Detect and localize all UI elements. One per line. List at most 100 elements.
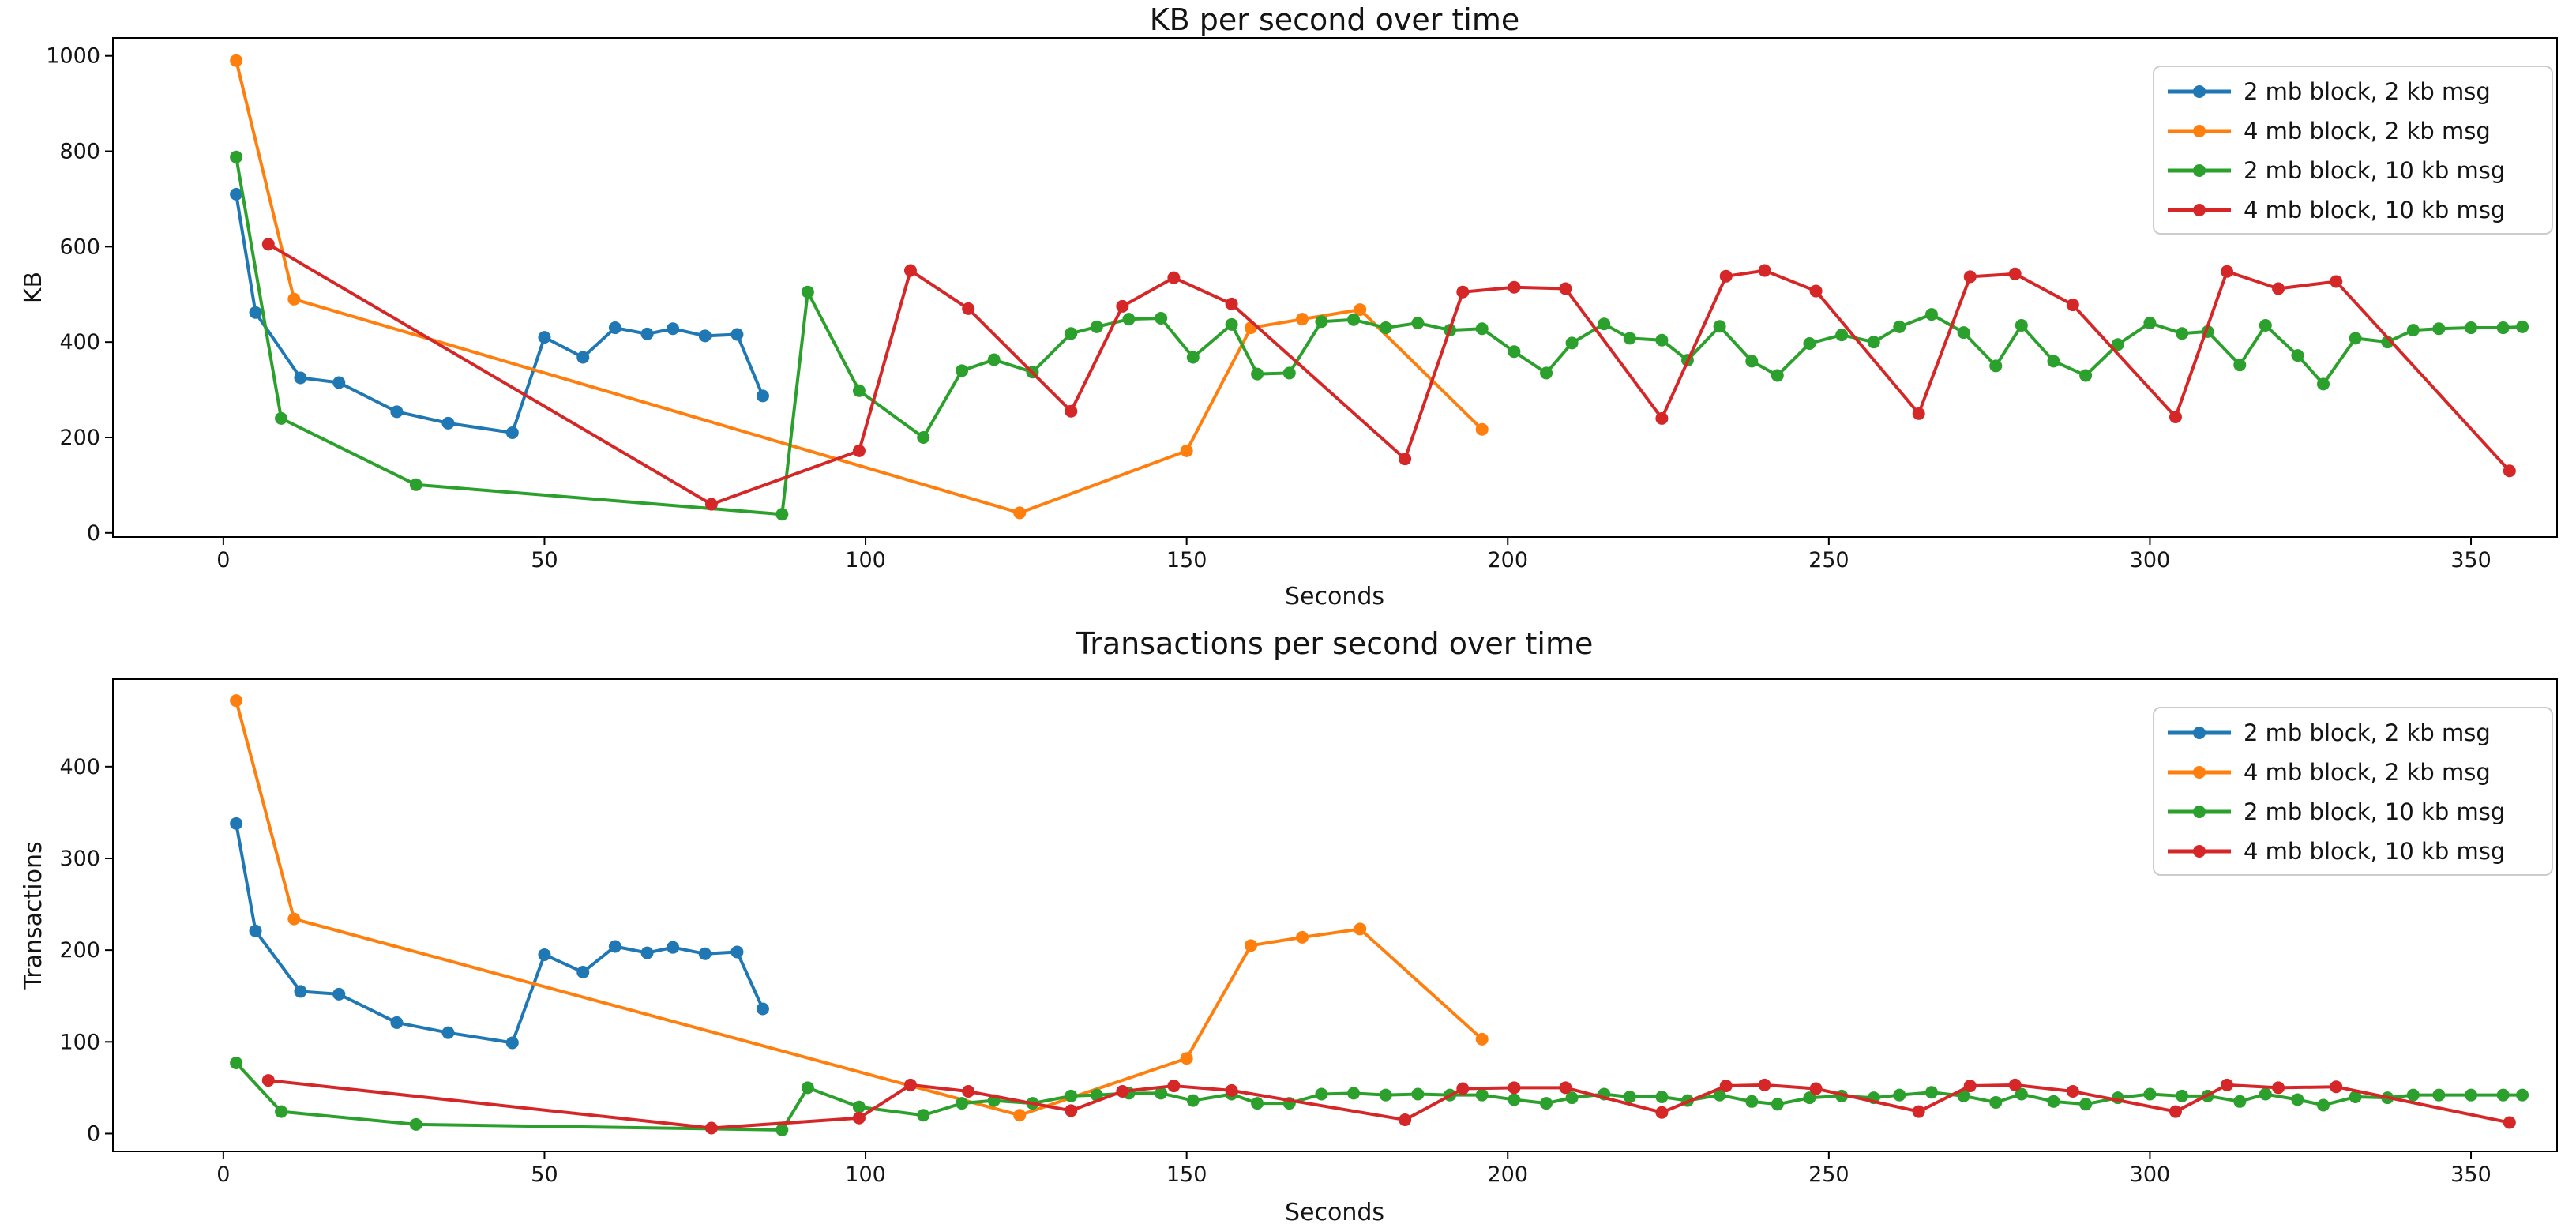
kb-y-axis-label: KB (20, 272, 47, 303)
legend-swatch-marker (2193, 85, 2206, 98)
data-point (1065, 1104, 1078, 1117)
data-point (1186, 351, 1200, 364)
legend-swatch-marker (2193, 766, 2206, 779)
data-point (640, 327, 654, 340)
x-tick-label: 150 (1166, 548, 1207, 573)
data-point (1122, 313, 1136, 326)
x-tick-label: 0 (216, 1162, 230, 1187)
series-2-mb-block-10-kb-msg (230, 150, 2529, 521)
data-point (2465, 1088, 2478, 1102)
data-point (667, 322, 680, 336)
y-tick-label: 100 (59, 1030, 100, 1054)
data-point (2432, 1088, 2446, 1102)
data-point (2015, 1087, 2028, 1101)
series-4-mb-block-10-kb-msg (261, 238, 2516, 511)
data-point (1719, 1080, 1733, 1093)
legend-swatch-marker (2193, 806, 2206, 818)
data-point (1809, 1082, 1823, 1095)
data-point (698, 329, 712, 343)
data-point (1655, 1106, 1669, 1119)
data-point (2503, 464, 2516, 478)
data-point (2516, 1088, 2529, 1102)
data-point (1456, 285, 1470, 299)
data-point (1282, 366, 1296, 380)
data-point (2406, 1088, 2420, 1102)
data-point (801, 1081, 814, 1095)
data-point (294, 985, 307, 998)
data-point (1540, 366, 1553, 380)
data-point (956, 1097, 969, 1110)
data-point (1475, 1032, 1489, 1046)
data-point (1867, 336, 1880, 349)
data-point (2432, 322, 2446, 336)
y-tick-label: 800 (59, 140, 100, 164)
data-point (1399, 1113, 1412, 1127)
legend-label: 4 mb block, 2 kb msg (2244, 759, 2491, 786)
data-point (1893, 320, 1906, 333)
legend-swatch-marker (2193, 164, 2206, 177)
data-point (1116, 299, 1129, 313)
legend-label: 4 mb block, 2 kb msg (2244, 118, 2491, 145)
y-tick-label: 200 (59, 426, 100, 450)
data-point (505, 426, 519, 439)
data-point (2008, 267, 2022, 280)
data-point (1065, 404, 1078, 418)
y-tick-label: 1000 (46, 44, 100, 69)
data-point (756, 1002, 769, 1016)
data-point (1354, 922, 1367, 936)
series-line (266, 1079, 2511, 1130)
data-point (1180, 1052, 1193, 1065)
data-point (2406, 324, 2420, 337)
data-point (667, 941, 680, 954)
data-point (2047, 355, 2060, 368)
data-point (275, 1105, 288, 1118)
data-point (2008, 1078, 2022, 1091)
data-point (962, 302, 975, 315)
data-point (2143, 317, 2157, 330)
data-point (2221, 1078, 2234, 1091)
data-point (2221, 265, 2234, 278)
data-point (1771, 1098, 1784, 1111)
legend-item: 2 mb block, 10 kb msg (2168, 157, 2505, 184)
data-point (1508, 345, 1521, 359)
data-point (956, 364, 969, 377)
data-point (230, 1057, 243, 1070)
data-point (852, 444, 866, 457)
data-point (294, 371, 307, 385)
data-point (852, 1100, 866, 1113)
data-point (1475, 1088, 1489, 1102)
data-point (852, 384, 866, 397)
data-point (2496, 1088, 2510, 1102)
legend-swatch-marker (2193, 727, 2206, 739)
x-tick-label: 250 (1808, 1162, 1849, 1187)
data-point (1803, 336, 1816, 350)
y-tick-label: 0 (87, 521, 100, 546)
data-point (852, 1111, 866, 1125)
data-point (2079, 369, 2093, 382)
data-point (2233, 1095, 2247, 1108)
data-point (730, 945, 744, 959)
data-point (2066, 299, 2079, 312)
x-tick-label: 0 (216, 548, 230, 573)
data-point (261, 1074, 275, 1087)
data-point (441, 1026, 455, 1039)
data-point (1013, 506, 1027, 520)
data-point (1893, 1088, 1906, 1102)
data-point (576, 966, 590, 979)
x-tick-label: 150 (1166, 1162, 1207, 1187)
y-tick-label: 400 (59, 330, 100, 355)
data-point (332, 987, 346, 1001)
legend-item: 4 mb block, 10 kb msg (2168, 838, 2505, 865)
transactions-plot-area: 0 50 100 150 200 250 300 350 0 100 200 300 400 2 mb b… (59, 678, 2558, 1187)
data-point (230, 694, 243, 708)
data-point (1251, 1097, 1264, 1110)
legend-item: 4 mb block, 2 kb msg (2168, 118, 2491, 145)
data-point (756, 389, 769, 403)
data-point (1655, 411, 1669, 425)
data-point (1963, 1080, 1977, 1093)
kb-chart-title: KB per second over time (1150, 2, 1520, 37)
data-point (704, 498, 718, 511)
x-tick-label: 300 (2130, 1162, 2171, 1187)
data-point (576, 351, 590, 364)
data-point (775, 508, 789, 521)
